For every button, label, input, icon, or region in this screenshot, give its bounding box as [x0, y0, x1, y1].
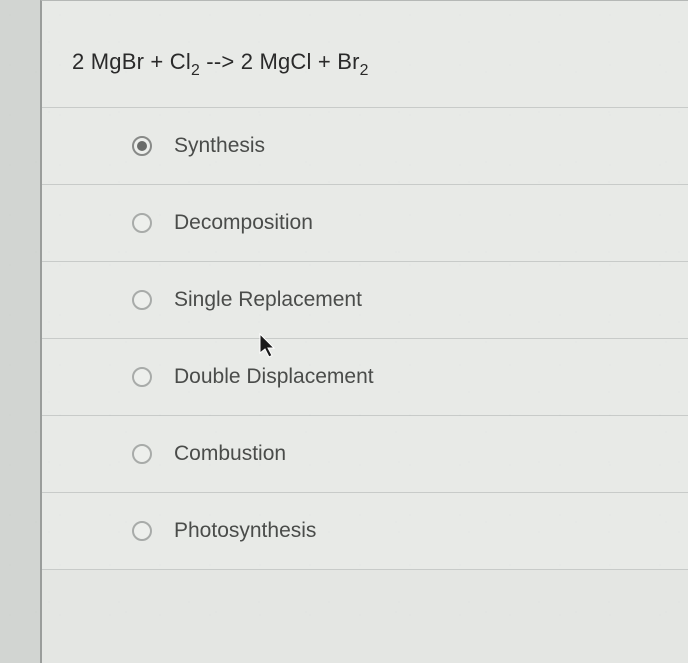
question-container: 2 MgBr + Cl2 --> 2 MgCl + Br2 Synthesis … — [40, 0, 688, 663]
radio-icon[interactable] — [132, 290, 152, 310]
question-equation: 2 MgBr + Cl2 --> 2 MgCl + Br2 — [72, 49, 658, 79]
option-label: Synthesis — [174, 134, 265, 158]
option-combustion[interactable]: Combustion — [42, 416, 688, 493]
option-label: Combustion — [174, 442, 286, 466]
radio-icon[interactable] — [132, 213, 152, 233]
question-header: 2 MgBr + Cl2 --> 2 MgCl + Br2 — [42, 11, 688, 108]
eq-sub: 2 — [191, 62, 200, 79]
eq-part: --> 2 MgCl + Br — [200, 49, 360, 74]
radio-icon[interactable] — [132, 136, 152, 156]
radio-icon[interactable] — [132, 444, 152, 464]
left-margin — [0, 0, 40, 663]
option-double-displacement[interactable]: Double Displacement — [42, 339, 688, 416]
option-photosynthesis[interactable]: Photosynthesis — [42, 493, 688, 570]
option-label: Photosynthesis — [174, 519, 316, 543]
option-label: Decomposition — [174, 211, 313, 235]
option-synthesis[interactable]: Synthesis — [42, 108, 688, 185]
radio-icon[interactable] — [132, 521, 152, 541]
eq-sub: 2 — [360, 62, 369, 79]
option-decomposition[interactable]: Decomposition — [42, 185, 688, 262]
option-label: Double Displacement — [174, 365, 374, 389]
option-label: Single Replacement — [174, 288, 362, 312]
options-list: Synthesis Decomposition Single Replaceme… — [42, 108, 688, 570]
question-card: 2 MgBr + Cl2 --> 2 MgCl + Br2 Synthesis … — [42, 1, 688, 570]
radio-icon[interactable] — [132, 367, 152, 387]
eq-part: 2 MgBr + Cl — [72, 49, 191, 74]
option-single-replacement[interactable]: Single Replacement — [42, 262, 688, 339]
